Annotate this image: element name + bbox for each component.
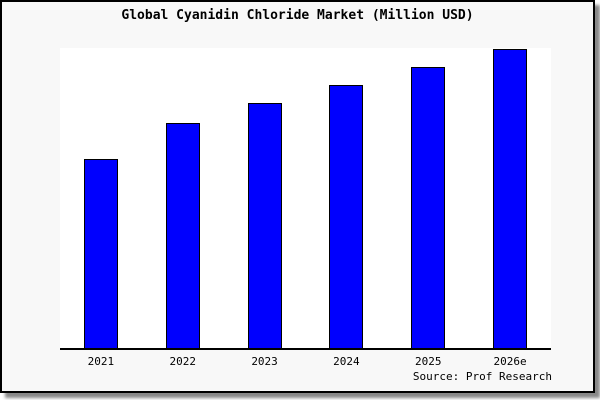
x-axis-line	[60, 348, 551, 350]
x-tick-label-2022: 2022	[169, 355, 196, 368]
bar-slot-2022	[142, 48, 224, 348]
bar-slot-2026e	[469, 48, 551, 348]
x-tick-label-2026e: 2026e	[493, 355, 527, 368]
bar-2026e	[493, 49, 528, 348]
x-axis-labels: 2021 2022 2023 2024 2025 2026e	[60, 355, 551, 368]
bar-2024	[329, 85, 364, 348]
source-caption: Source: Prof Research	[412, 370, 552, 383]
x-tick-label-2023: 2023	[251, 355, 278, 368]
bar-slot-2021	[60, 48, 142, 348]
bars-container	[60, 48, 551, 348]
x-tick-label-2024: 2024	[333, 355, 360, 368]
chart-frame: Global Cyanidin Chloride Market (Million…	[0, 0, 595, 393]
bar-2021	[83, 159, 118, 348]
bar-2022	[165, 123, 200, 348]
x-tick-label-2025: 2025	[414, 355, 442, 368]
bar-2023	[247, 103, 282, 348]
bar-slot-2025	[387, 48, 469, 348]
bar-slot-2024	[305, 48, 387, 348]
plot-area	[60, 48, 551, 348]
bar-2025	[411, 67, 446, 348]
chart-title: Global Cyanidin Chloride Market (Million…	[121, 8, 474, 23]
bar-slot-2023	[224, 48, 306, 348]
x-tick-label-2021: 2021	[87, 355, 115, 368]
